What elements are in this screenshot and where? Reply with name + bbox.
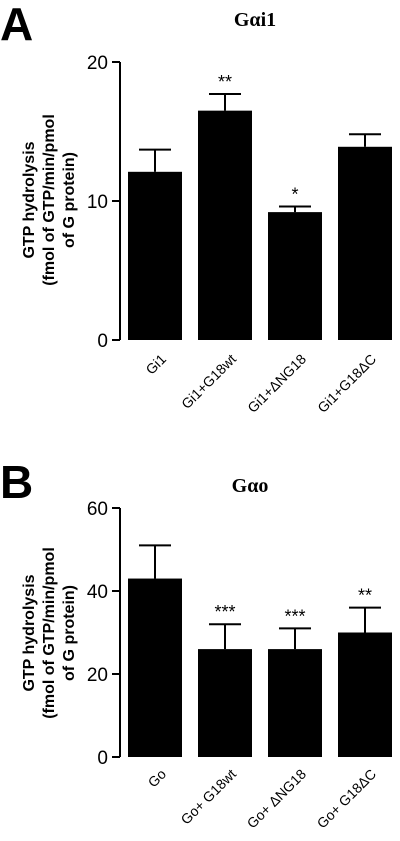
panel-a-ylabel-line-1: GTP hydrolysis bbox=[21, 141, 38, 258]
panel-a-bar-1 bbox=[198, 110, 252, 341]
panel-b-chart: B Gαo GTP hydrolysis (fmol of GTP/min/pm… bbox=[0, 456, 392, 831]
panel-b-bar-2 bbox=[268, 649, 322, 757]
panel-b-ylabel-line-2: (fmol of GTP/min/pmol bbox=[41, 547, 58, 719]
panel-b-y-tick-label-2: 40 bbox=[87, 582, 108, 603]
panel-b-title: Gαo bbox=[232, 475, 269, 497]
panel-a-significance-2: * bbox=[291, 185, 298, 205]
panel-b-y-tick-label-3: 60 bbox=[87, 499, 108, 520]
panel-b-bar-1 bbox=[198, 649, 252, 757]
panel-b-significance-2: *** bbox=[284, 606, 305, 626]
panel-b-bar-3 bbox=[338, 632, 392, 757]
panel-a-bar-3 bbox=[338, 146, 392, 340]
panel-a-title: Gαi1 bbox=[234, 9, 276, 31]
panel-a-category-label-1: Gi1+G18wt bbox=[178, 351, 239, 412]
panel-a-y-tick-label-2: 20 bbox=[87, 53, 108, 74]
panel-a-category-label-0: Gi1 bbox=[142, 351, 169, 378]
panel-b-letter: B bbox=[0, 456, 33, 508]
panel-b-category-label-1: Go+ G18wt bbox=[177, 766, 239, 828]
panel-a-ylabel-line-2: (fmol of GTP/min/pmol bbox=[41, 114, 58, 286]
panel-a-chart: A Gαi1 GTP hydrolysis (fmol of GTP/min/p… bbox=[0, 0, 392, 416]
panel-a-y-tick-label-1: 10 bbox=[87, 192, 108, 213]
panel-a-significance-1: ** bbox=[218, 72, 232, 92]
panel-b-significance-1: *** bbox=[214, 602, 235, 622]
panel-a-y-tick-label-0: 0 bbox=[97, 331, 108, 352]
panel-b-ylabel-line-3: of G protein) bbox=[61, 585, 78, 681]
panel-b-ylabel: GTP hydrolysis (fmol of GTP/min/pmol of … bbox=[21, 547, 78, 719]
panel-a-ylabel: GTP hydrolysis (fmol of GTP/min/pmol of … bbox=[21, 114, 78, 286]
panel-b-significance-3: ** bbox=[358, 586, 372, 606]
panel-b-category-label-3: Go+ G18ΔC bbox=[314, 766, 380, 832]
panel-a-letter: A bbox=[0, 0, 33, 50]
panel-b-category-label-0: Go bbox=[145, 766, 170, 791]
panel-a-bar-0 bbox=[128, 171, 182, 340]
panel-a-ylabel-line-3: of G protein) bbox=[61, 152, 78, 248]
panel-a-category-label-2: Gi1+ΔNG18 bbox=[244, 351, 309, 416]
panel-a-category-label-3: Gi1+G18ΔC bbox=[314, 351, 379, 416]
panel-a-bar-2 bbox=[268, 212, 322, 340]
panel-b-category-label-2: Go+ ΔNG18 bbox=[244, 766, 310, 832]
panel-b-bar-0 bbox=[128, 578, 182, 757]
panel-b-ylabel-line-1: GTP hydrolysis bbox=[21, 574, 38, 691]
panel-b-y-tick-label-0: 0 bbox=[97, 748, 108, 769]
panel-b-y-tick-label-1: 20 bbox=[87, 665, 108, 686]
